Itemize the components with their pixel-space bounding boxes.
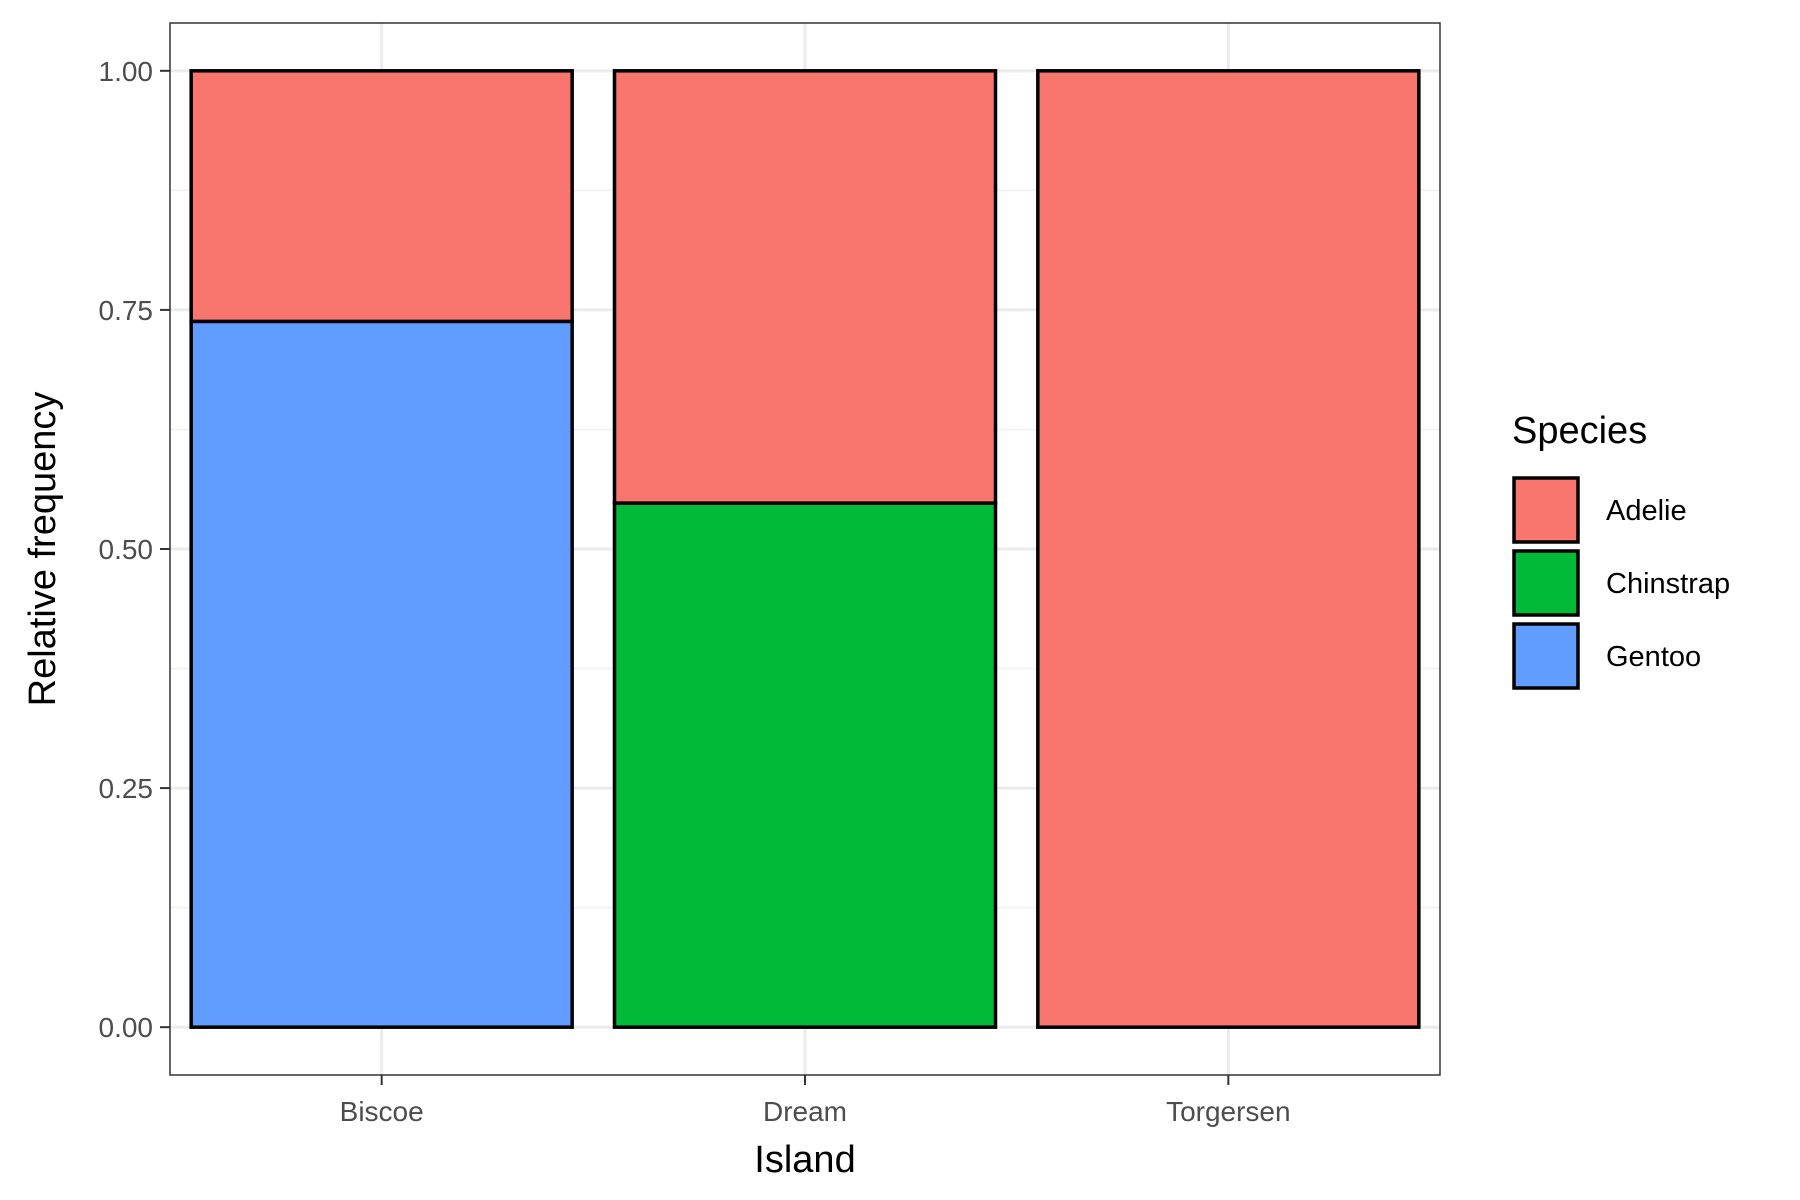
x-tick-label: Biscoe — [340, 1096, 424, 1127]
bars — [189, 69, 1421, 1029]
bar-gentoo-biscoe — [189, 319, 574, 1029]
y-tick-label: 0.00 — [99, 1012, 154, 1043]
axes: 0.00 0.25 0.50 0.75 1.00 Biscoe Dream Torgersen — [99, 56, 1291, 1127]
y-tick-label: 0.75 — [99, 295, 154, 326]
bar-adelie-biscoe — [189, 69, 574, 324]
bar-adelie-torgersen — [1036, 69, 1421, 1029]
x-tick-label: Torgersen — [1166, 1096, 1291, 1127]
bar-adelie-dream — [612, 69, 998, 505]
y-tick-label: 1.00 — [99, 56, 154, 87]
legend-key-gentoo — [1512, 622, 1580, 690]
y-axis-title: Relative frequency — [22, 392, 64, 707]
legend-label-gentoo: Gentoo — [1606, 641, 1701, 673]
y-tick-label: 0.25 — [99, 773, 154, 804]
bar-chinstrap-dream — [612, 501, 998, 1029]
legend-label-chinstrap: Chinstrap — [1606, 568, 1730, 600]
legend: Species Adelie Chinstrap Gentoo — [1512, 410, 1730, 690]
x-axis-title: Island — [754, 1139, 855, 1181]
y-tick-label: 0.50 — [99, 534, 154, 565]
legend-title: Species — [1512, 410, 1647, 452]
legend-key-chinstrap — [1512, 549, 1580, 617]
legend-key-adelie — [1512, 476, 1580, 544]
x-tick-label: Dream — [763, 1096, 847, 1127]
legend-label-adelie: Adelie — [1606, 495, 1687, 527]
